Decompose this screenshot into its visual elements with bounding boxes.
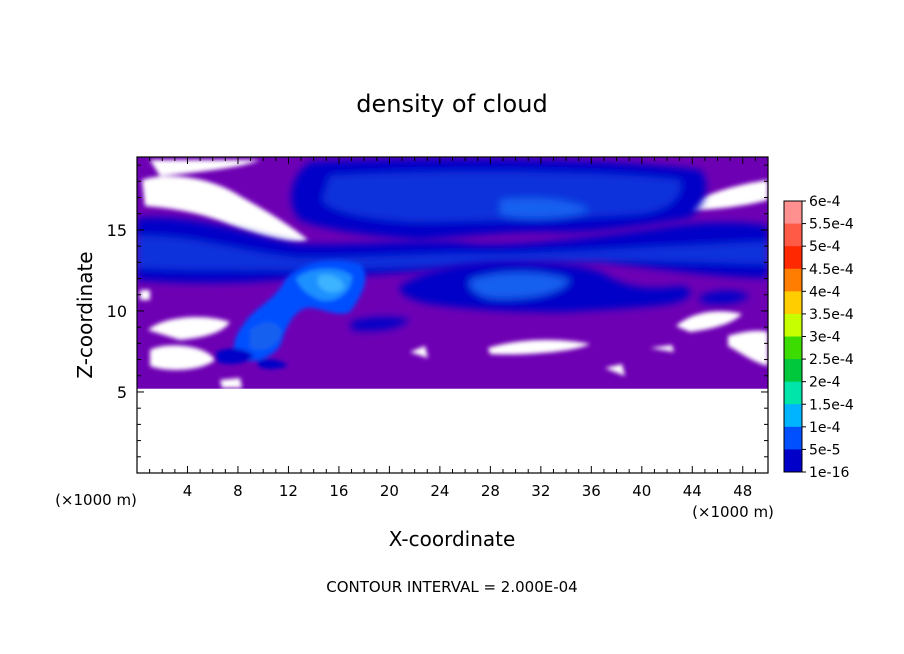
colorbar-swatch: [784, 291, 802, 315]
colorbar-swatch: [784, 336, 802, 360]
x-tick-label: 24: [430, 482, 449, 500]
x-tick-label: 4: [183, 482, 193, 500]
upper-cloud-layer: [291, 158, 707, 240]
contour-interval-note: CONTOUR INTERVAL = 2.000E-04: [326, 578, 577, 596]
y-axis-label: Z-coordinate: [73, 251, 97, 378]
colorbar-label: 1e-4: [809, 420, 841, 436]
x-tick-label: 28: [481, 482, 500, 500]
x-tick-label: 32: [531, 482, 550, 500]
colorbar-swatch: [784, 201, 802, 225]
plot-area: [137, 157, 768, 473]
lower-cloud-cell: [350, 262, 750, 331]
y-tick-label: 5: [117, 383, 127, 402]
colorbar-label: 3.5e-4: [809, 307, 854, 323]
colorbar-label: 5.5e-4: [809, 217, 854, 233]
colorbar-swatch: [784, 246, 802, 270]
y-tick-label: 10: [107, 302, 127, 321]
colorbar-label: 4e-4: [809, 284, 841, 300]
colorbar-label: 1.5e-4: [809, 397, 854, 413]
colorbar: 6e-4 5.5e-4 5e-4 4.5e-4 4e-4 3.5e-4 3e-4 2.5e-4…: [783, 194, 854, 481]
x-unit-right: (×1000 m): [692, 503, 774, 521]
colorbar-label: 4.5e-4: [809, 262, 854, 278]
clear-sky-gaps: [140, 160, 768, 388]
x-tick-label: 48: [733, 482, 752, 500]
x-unit-left: (×1000 m): [55, 491, 137, 509]
colorbar-label: 2.5e-4: [809, 352, 854, 368]
colorbar-label: 5e-5: [809, 442, 840, 458]
y-tick-label: 15: [107, 221, 127, 240]
colorbar-swatch: [784, 404, 802, 428]
x-tick-label: 8: [233, 482, 243, 500]
middle-cloud-band: [137, 217, 768, 283]
colorbar-label: 6e-4: [809, 194, 841, 210]
x-axis-label: X-coordinate: [389, 527, 516, 551]
colorbar-swatch: [784, 313, 802, 337]
colorbar-label: 1e-16: [809, 465, 849, 481]
colorbar-swatch: [784, 268, 802, 292]
colorbar-swatch: [784, 426, 802, 450]
x-tick-label: 36: [582, 482, 601, 500]
colorbar-swatch: [784, 381, 802, 405]
colorbar-label: 3e-4: [809, 330, 841, 346]
x-tick-label: 44: [683, 482, 702, 500]
colorbar-swatch: [784, 359, 802, 383]
colorbar-label: 5e-4: [809, 239, 841, 255]
x-tick-label: 20: [380, 482, 399, 500]
x-tick-label: 40: [632, 482, 651, 500]
convective-plume: [216, 260, 366, 369]
chart-title: density of cloud: [356, 90, 547, 118]
x-tick-label: 16: [329, 482, 348, 500]
colorbar-label: 2e-4: [809, 375, 841, 391]
colorbar-swatch: [784, 223, 802, 247]
colorbar-swatch: [784, 449, 802, 473]
x-tick-label: 12: [279, 482, 298, 500]
